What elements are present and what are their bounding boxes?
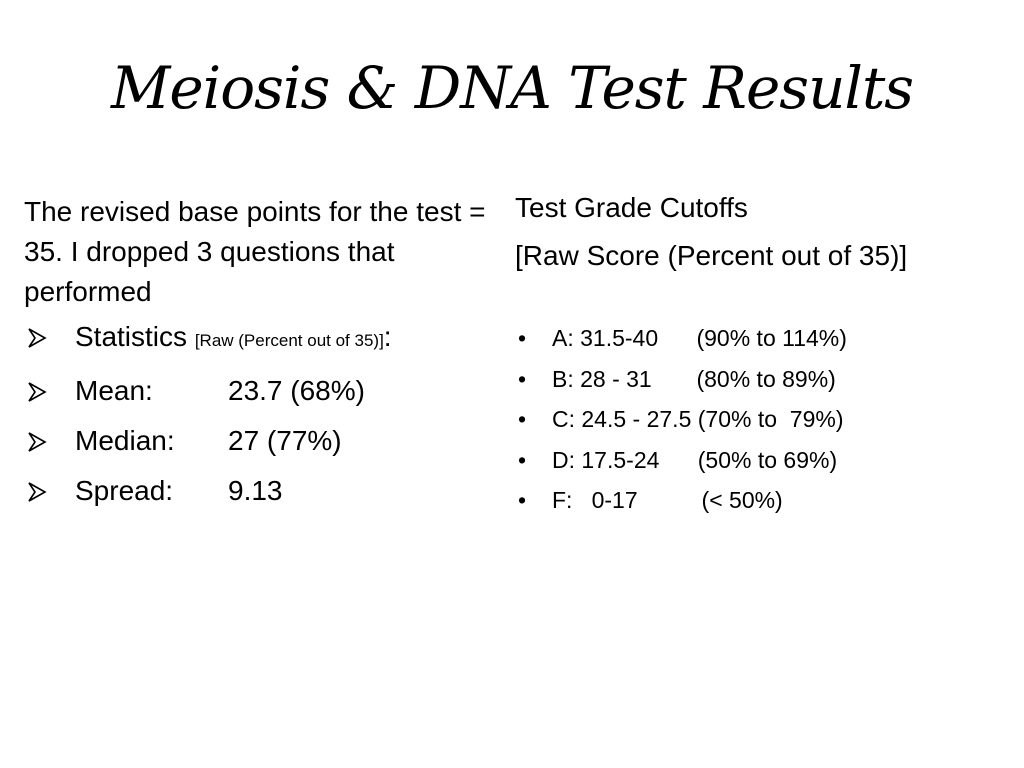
stat-label: Median: xyxy=(75,425,175,456)
dot-bullet-icon: • xyxy=(517,406,527,432)
dot-bullet-icon: • xyxy=(517,487,527,513)
arrow-bullet-icon xyxy=(24,416,50,466)
dot-bullet-icon: • xyxy=(517,365,527,392)
grade-percent: (80% to 89%) xyxy=(696,365,836,392)
stat-value: 9.13 xyxy=(228,475,283,506)
cutoffs-heading: Test Grade Cutoffs xyxy=(515,192,748,223)
grade-range: A: 31.5-40 xyxy=(552,325,697,351)
results-summary: The revised base points for the test = 3… xyxy=(24,192,494,516)
cutoffs-subheading: [Raw Score (Percent out of 35)] xyxy=(515,240,908,271)
statistics-note: [Raw (Percent out of 35)] xyxy=(194,331,384,350)
grade-percent: (50% to 69%) xyxy=(697,446,838,473)
grade-range: C: 24.5 - 27.5 xyxy=(552,406,698,432)
statistics-label: Statistics xyxy=(75,321,188,352)
statistics-colon: : xyxy=(383,321,392,352)
grade-cutoffs: Test Grade Cutoffs [Raw Score (Percent o… xyxy=(515,184,1015,521)
dot-bullet-icon: • xyxy=(517,446,527,473)
grade-a-item: • A: 31.5-40 (90% to 114%) xyxy=(515,318,1015,359)
stat-mean: Mean: 23.7 (68%) xyxy=(24,366,494,416)
arrow-bullet-icon xyxy=(24,312,50,362)
grade-c-item: • C: 24.5 - 27.5 (70% to 79%) xyxy=(515,399,1015,440)
grade-percent: (< 50%) xyxy=(701,487,783,513)
grade-d-item: • D: 17.5-24 (50% to 69%) xyxy=(515,440,1015,481)
slide-title: Meiosis & DNA Test Results xyxy=(110,54,914,122)
dot-bullet-icon: • xyxy=(517,325,527,351)
stat-value: 27 (77%) xyxy=(228,425,342,456)
grade-percent: (90% to 114%) xyxy=(696,325,847,351)
statistics-list: Statistics [Raw (Percent out of 35)]: Me… xyxy=(24,312,494,516)
grade-range: D: 17.5-24 xyxy=(552,446,698,473)
grade-range: F: 0-17 xyxy=(552,487,702,513)
stat-value: 23.7 (68%) xyxy=(228,375,365,406)
intro-text: The revised base points for the test = 3… xyxy=(24,196,486,307)
stat-median: Median: 27 (77%) xyxy=(24,416,494,466)
stat-label: Mean: xyxy=(75,375,153,406)
grade-range: B: 28 - 31 xyxy=(552,365,697,392)
stat-label: Spread: xyxy=(75,475,174,506)
grade-b-item: • B: 28 - 31 (80% to 89%) xyxy=(515,359,1015,400)
grade-percent: (70% to 79%) xyxy=(697,406,844,432)
statistics-heading-item: Statistics [Raw (Percent out of 35)]: xyxy=(24,312,494,366)
stat-spread: Spread: 9.13 xyxy=(24,466,494,516)
arrow-bullet-icon xyxy=(24,366,50,416)
arrow-bullet-icon xyxy=(24,466,50,516)
grade-cutoff-list: • A: 31.5-40 (90% to 114%) • B: 28 - 31 … xyxy=(515,318,1015,521)
grade-f-item: • F: 0-17 (< 50%) xyxy=(515,480,1015,521)
